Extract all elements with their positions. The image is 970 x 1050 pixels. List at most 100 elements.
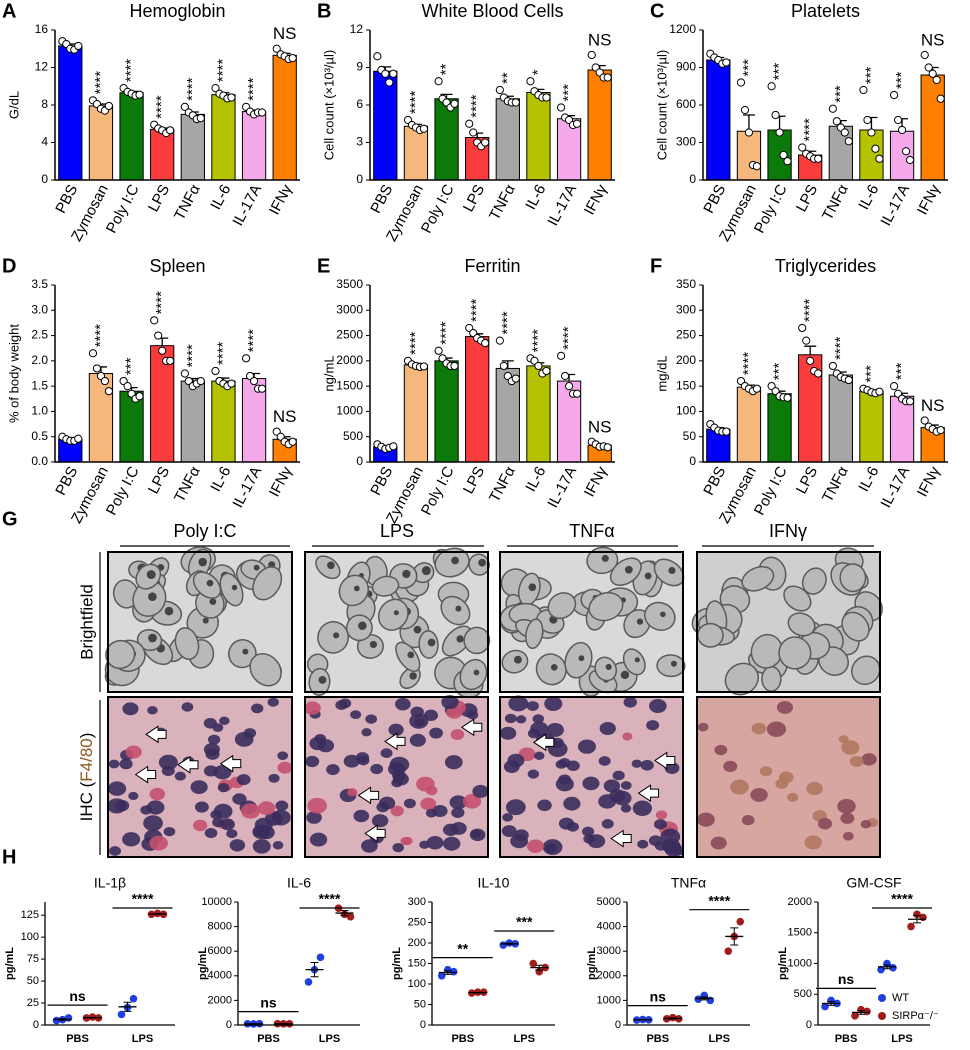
- data-point: [499, 361, 508, 371]
- panel-letter: C: [650, 0, 664, 22]
- data-point: [304, 978, 313, 986]
- arrow: [357, 786, 380, 805]
- y-tick-label: 500: [343, 429, 363, 443]
- nucleus: [317, 739, 335, 753]
- data-point: [814, 369, 823, 378]
- data-point: [752, 384, 762, 393]
- nucleus: [390, 805, 404, 817]
- bar: [58, 45, 83, 181]
- data-point: [572, 389, 582, 398]
- significance: ***: [893, 71, 910, 89]
- bar: [150, 128, 175, 181]
- nucleus: [115, 799, 130, 812]
- error-bar: [668, 1017, 677, 1020]
- x-tick-label: IL-6: [855, 182, 882, 213]
- cell: [588, 591, 624, 622]
- granule: [409, 672, 417, 680]
- nucleus: [776, 701, 793, 714]
- data-point: [434, 77, 443, 86]
- granule: [473, 669, 480, 676]
- granule: [578, 655, 585, 662]
- data-point: [196, 114, 205, 123]
- nucleus: [305, 755, 320, 768]
- data-point: [936, 94, 945, 103]
- nucleus: [462, 794, 482, 809]
- error-bar: [501, 360, 514, 369]
- nucleus: [108, 759, 120, 769]
- axis: [54, 285, 300, 463]
- granule: [393, 610, 399, 616]
- granule: [231, 584, 238, 591]
- granule: [605, 663, 612, 670]
- nucleus: [806, 781, 823, 796]
- data-point: [196, 376, 205, 386]
- bar: [767, 393, 792, 463]
- micrograph: [304, 695, 489, 858]
- cell: [761, 665, 782, 692]
- arrow: [653, 751, 676, 770]
- nucleus: [637, 839, 649, 849]
- nucleus: [387, 762, 406, 776]
- data-point: [242, 354, 251, 363]
- bar: [180, 113, 205, 181]
- nucleus: [467, 710, 479, 720]
- significance: ***: [832, 85, 849, 103]
- data-point: [180, 102, 189, 111]
- y-tick-label: 2000: [208, 994, 232, 1006]
- nucleus: [149, 787, 166, 801]
- data-point: [469, 128, 478, 137]
- nucleus: [582, 776, 600, 791]
- data-point: [135, 392, 144, 401]
- data-point: [150, 316, 159, 325]
- significance: ns: [260, 994, 277, 1010]
- data-point: [863, 1007, 871, 1016]
- y-tick-label: 16: [35, 22, 49, 36]
- data-point: [560, 371, 570, 381]
- data-point: [211, 84, 220, 93]
- x-tick-label: IFNγ: [266, 181, 296, 217]
- nucleus: [149, 835, 168, 851]
- data-point: [744, 128, 754, 137]
- data-point: [257, 384, 267, 393]
- x-tick-label: LPS: [793, 464, 821, 497]
- bar: [272, 54, 297, 181]
- chart-title: Spleen: [149, 256, 205, 276]
- nucleus: [108, 781, 127, 796]
- nucleus: [664, 762, 680, 774]
- bar: [889, 130, 915, 181]
- chart-title: IL-10: [478, 875, 510, 891]
- x-tick-label: PBS: [367, 464, 396, 498]
- data-point: [840, 128, 849, 137]
- significance: ****: [319, 891, 341, 907]
- data-point: [158, 346, 167, 355]
- data-point: [722, 58, 731, 67]
- cell: [459, 658, 488, 691]
- x-tick-label: TNFα: [486, 181, 519, 223]
- significance: ***: [516, 914, 533, 930]
- y-tick-label: 2000: [336, 353, 363, 367]
- row-label: Brightfield: [77, 584, 96, 660]
- y-tick-label: 4: [41, 135, 48, 149]
- nucleus: [275, 800, 289, 811]
- data-point: [288, 54, 297, 63]
- data-point: [529, 959, 538, 968]
- nucleus: [365, 714, 377, 724]
- data-point: [821, 1002, 829, 1011]
- nucleus: [655, 810, 668, 820]
- y-tick-label: 250: [408, 916, 426, 928]
- nucleus: [577, 739, 596, 754]
- error-bar: [913, 915, 921, 924]
- cell: [252, 566, 283, 601]
- data-point: [889, 964, 897, 972]
- micrograph: [304, 547, 491, 699]
- x-tick-label: TNFα: [819, 463, 852, 505]
- data-point: [511, 98, 520, 107]
- significance: ****: [801, 118, 818, 142]
- bar: [465, 336, 490, 463]
- significance: ****: [245, 329, 262, 353]
- nucleus: [419, 840, 430, 849]
- cell: [839, 563, 867, 593]
- data-point: [897, 125, 907, 135]
- nucleus: [271, 809, 291, 826]
- cell: [377, 598, 409, 631]
